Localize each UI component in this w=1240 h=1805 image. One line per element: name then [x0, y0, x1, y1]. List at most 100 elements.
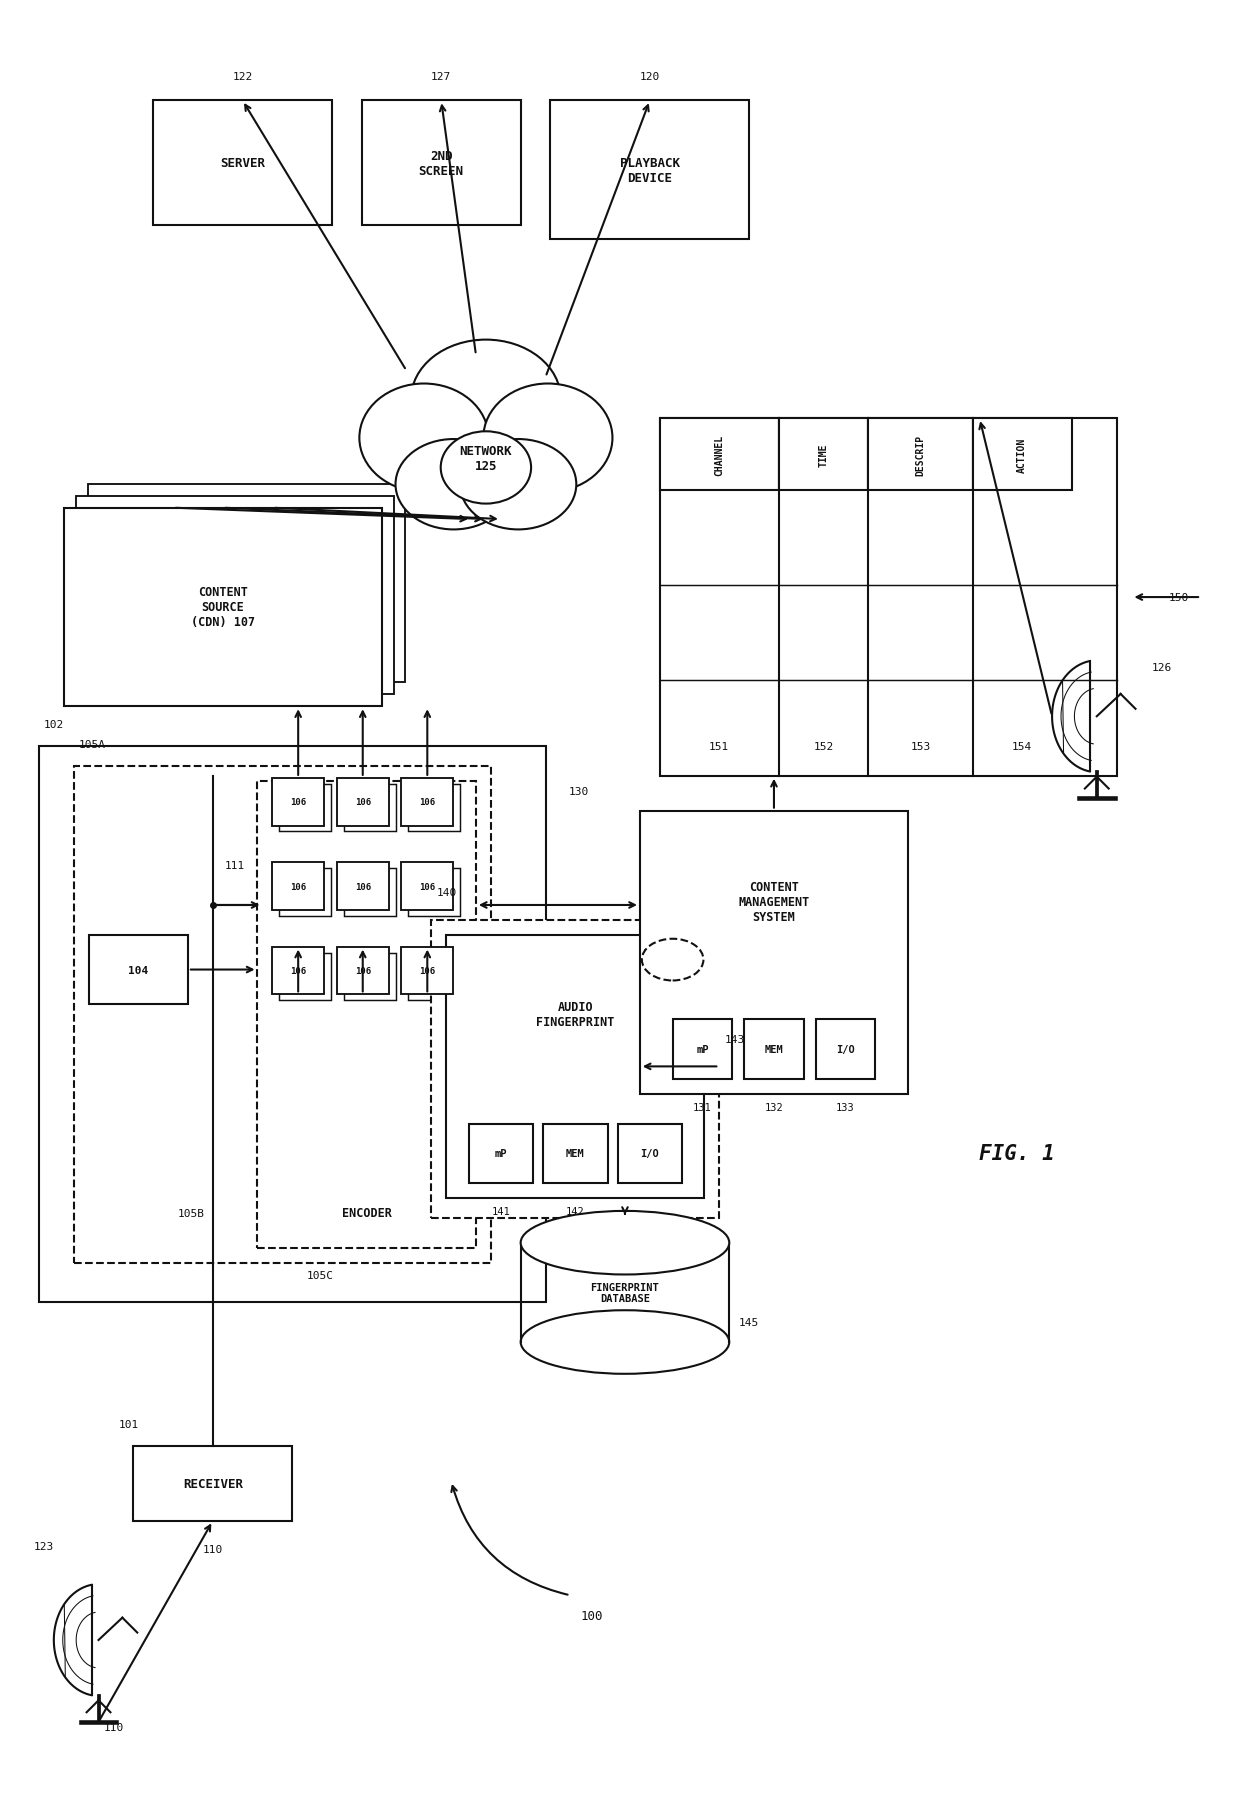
- FancyBboxPatch shape: [279, 868, 331, 917]
- Text: mP: mP: [696, 1045, 709, 1054]
- Ellipse shape: [484, 384, 613, 493]
- Text: 110: 110: [103, 1722, 124, 1733]
- Text: 106: 106: [290, 798, 306, 807]
- Text: 102: 102: [43, 720, 64, 729]
- Text: MEM: MEM: [765, 1045, 784, 1054]
- Text: ACTION: ACTION: [1017, 437, 1027, 473]
- Ellipse shape: [410, 341, 560, 458]
- Ellipse shape: [440, 431, 531, 504]
- FancyBboxPatch shape: [672, 1020, 733, 1079]
- Text: mP: mP: [495, 1148, 507, 1159]
- Text: RECEIVER: RECEIVER: [182, 1476, 243, 1491]
- Text: 105B: 105B: [179, 1208, 205, 1218]
- FancyBboxPatch shape: [63, 509, 382, 708]
- Text: 110: 110: [203, 1543, 223, 1554]
- Text: CHANNEL: CHANNEL: [714, 435, 724, 475]
- FancyBboxPatch shape: [432, 921, 719, 1218]
- Text: 131: 131: [693, 1103, 712, 1112]
- FancyBboxPatch shape: [273, 948, 324, 995]
- Text: 101: 101: [118, 1421, 139, 1430]
- Text: ENCODER: ENCODER: [342, 1208, 392, 1220]
- Text: 153: 153: [910, 742, 930, 751]
- Text: 106: 106: [355, 798, 371, 807]
- Text: 106: 106: [355, 966, 371, 975]
- FancyBboxPatch shape: [337, 948, 388, 995]
- FancyBboxPatch shape: [551, 101, 749, 240]
- FancyBboxPatch shape: [279, 953, 331, 1000]
- FancyBboxPatch shape: [63, 509, 382, 708]
- FancyBboxPatch shape: [408, 953, 460, 1000]
- Text: 142: 142: [565, 1206, 585, 1217]
- Text: 127: 127: [432, 72, 451, 81]
- Text: 152: 152: [813, 742, 833, 751]
- Text: CONTENT
SOURCE
(CDN) 107: CONTENT SOURCE (CDN) 107: [191, 587, 254, 630]
- FancyBboxPatch shape: [154, 101, 332, 226]
- Text: 123: 123: [33, 1541, 55, 1550]
- Ellipse shape: [642, 939, 703, 980]
- FancyBboxPatch shape: [73, 767, 491, 1264]
- Ellipse shape: [521, 1310, 729, 1374]
- Text: 150: 150: [1168, 592, 1189, 603]
- Text: 100: 100: [580, 1608, 603, 1621]
- Text: 140: 140: [436, 888, 456, 897]
- Text: CONTENT
MANAGEMENT
SYSTEM: CONTENT MANAGEMENT SYSTEM: [738, 881, 810, 922]
- FancyBboxPatch shape: [543, 1125, 608, 1184]
- FancyBboxPatch shape: [744, 1020, 804, 1079]
- FancyBboxPatch shape: [273, 778, 324, 827]
- Text: 122: 122: [232, 72, 253, 81]
- FancyBboxPatch shape: [618, 1125, 682, 1184]
- FancyBboxPatch shape: [343, 953, 396, 1000]
- FancyBboxPatch shape: [133, 1446, 293, 1522]
- Text: 154: 154: [1012, 742, 1033, 751]
- FancyBboxPatch shape: [469, 1125, 533, 1184]
- FancyBboxPatch shape: [816, 1020, 875, 1079]
- Text: MEM: MEM: [565, 1148, 585, 1159]
- FancyBboxPatch shape: [408, 785, 460, 832]
- FancyBboxPatch shape: [972, 419, 1071, 491]
- Ellipse shape: [396, 440, 512, 531]
- Text: FINGERPRINT
DATABASE: FINGERPRINT DATABASE: [590, 1282, 660, 1303]
- FancyBboxPatch shape: [779, 419, 868, 491]
- Text: SERVER: SERVER: [219, 157, 265, 170]
- Ellipse shape: [521, 1211, 729, 1274]
- FancyBboxPatch shape: [273, 863, 324, 910]
- FancyBboxPatch shape: [660, 419, 779, 491]
- FancyBboxPatch shape: [402, 948, 453, 995]
- Text: 151: 151: [709, 742, 729, 751]
- FancyBboxPatch shape: [88, 484, 405, 682]
- Text: 120: 120: [640, 72, 660, 81]
- FancyBboxPatch shape: [362, 101, 521, 226]
- Text: 111: 111: [224, 861, 246, 870]
- FancyBboxPatch shape: [343, 868, 396, 917]
- Text: I/O: I/O: [836, 1045, 854, 1054]
- Text: 106: 106: [419, 883, 435, 892]
- Text: 141: 141: [491, 1206, 510, 1217]
- Text: TIME: TIME: [818, 442, 828, 466]
- FancyBboxPatch shape: [640, 810, 908, 1094]
- FancyBboxPatch shape: [660, 419, 1117, 776]
- FancyBboxPatch shape: [402, 778, 453, 827]
- Text: AUDIO
FINGERPRINT: AUDIO FINGERPRINT: [536, 1000, 615, 1029]
- Text: 145: 145: [739, 1318, 759, 1327]
- Text: PLAYBACK
DEVICE: PLAYBACK DEVICE: [620, 157, 680, 184]
- FancyBboxPatch shape: [337, 778, 388, 827]
- Text: 106: 106: [355, 883, 371, 892]
- Text: 104: 104: [128, 966, 149, 975]
- Text: 106: 106: [419, 798, 435, 807]
- FancyBboxPatch shape: [402, 863, 453, 910]
- Text: 106: 106: [419, 966, 435, 975]
- Text: 105C: 105C: [308, 1271, 334, 1282]
- Text: 133: 133: [836, 1103, 854, 1112]
- Text: DESCRIP: DESCRIP: [915, 435, 925, 475]
- FancyBboxPatch shape: [868, 419, 972, 491]
- Text: 106: 106: [290, 883, 306, 892]
- FancyBboxPatch shape: [343, 785, 396, 832]
- Text: FIG. 1: FIG. 1: [980, 1144, 1055, 1164]
- Text: I/O: I/O: [640, 1148, 660, 1159]
- FancyBboxPatch shape: [38, 747, 546, 1303]
- FancyBboxPatch shape: [408, 868, 460, 917]
- FancyBboxPatch shape: [88, 935, 188, 1005]
- Ellipse shape: [360, 384, 489, 493]
- Text: 132: 132: [765, 1103, 784, 1112]
- Text: 130: 130: [568, 787, 589, 796]
